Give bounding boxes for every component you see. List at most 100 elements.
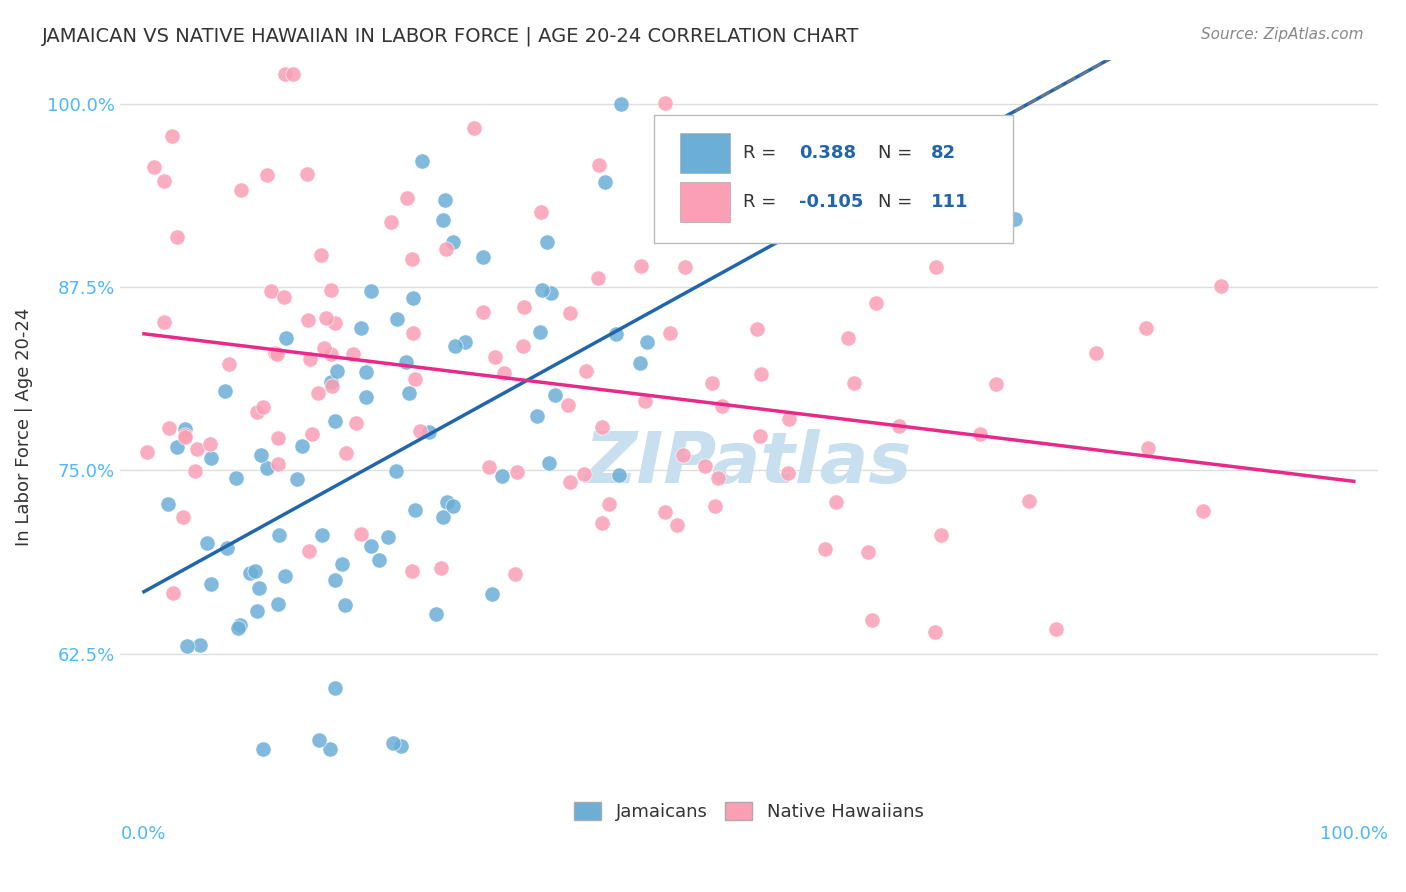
Point xyxy=(778,412,800,426)
Point xyxy=(173,430,195,444)
Point xyxy=(326,364,349,378)
Point xyxy=(311,527,333,541)
Point xyxy=(273,290,295,304)
Point xyxy=(319,284,342,298)
Point xyxy=(610,96,633,111)
Point xyxy=(720,187,742,202)
Point xyxy=(865,296,887,310)
Point xyxy=(654,95,676,110)
FancyBboxPatch shape xyxy=(654,114,1014,243)
Point xyxy=(136,445,159,459)
Point xyxy=(471,251,494,265)
Point xyxy=(323,317,346,331)
Point xyxy=(153,315,176,329)
Point xyxy=(321,379,343,393)
Text: 100.0%: 100.0% xyxy=(1320,825,1388,843)
Text: 0.0%: 0.0% xyxy=(121,825,167,843)
Point xyxy=(588,158,610,172)
Point xyxy=(229,618,252,632)
Point xyxy=(558,306,581,320)
Point xyxy=(350,321,373,335)
Point xyxy=(264,345,287,359)
Text: 111: 111 xyxy=(931,193,969,211)
Point xyxy=(308,733,330,747)
Point xyxy=(633,394,655,409)
Point xyxy=(654,505,676,519)
Point xyxy=(297,313,319,327)
Point xyxy=(531,283,554,297)
Point xyxy=(837,331,859,345)
Point xyxy=(672,448,695,462)
Point xyxy=(342,347,364,361)
Point xyxy=(441,500,464,514)
Point xyxy=(454,335,477,350)
Point xyxy=(166,230,188,244)
Point xyxy=(593,175,616,189)
Point xyxy=(929,527,952,541)
Point xyxy=(444,339,467,353)
FancyBboxPatch shape xyxy=(679,133,730,173)
Point xyxy=(512,339,534,353)
Point xyxy=(526,409,548,423)
Point xyxy=(309,248,332,262)
Point xyxy=(360,539,382,553)
Point xyxy=(307,385,329,400)
Text: ZIPatlas: ZIPatlas xyxy=(585,428,912,498)
Point xyxy=(267,597,290,611)
Point xyxy=(157,496,180,510)
Point xyxy=(142,160,165,174)
Point xyxy=(330,557,353,571)
Point xyxy=(574,467,596,482)
Point xyxy=(536,235,558,249)
Point xyxy=(350,527,373,541)
Text: R =: R = xyxy=(742,193,782,211)
Point xyxy=(217,541,239,556)
Point xyxy=(544,388,567,402)
Point xyxy=(425,607,447,621)
Point xyxy=(665,518,688,533)
Point xyxy=(506,465,529,479)
Point xyxy=(1191,504,1213,518)
Point xyxy=(693,459,716,474)
Point xyxy=(188,639,211,653)
Point xyxy=(274,67,297,81)
Point xyxy=(312,341,335,355)
Text: 82: 82 xyxy=(931,144,956,161)
Point xyxy=(298,544,321,558)
Point xyxy=(166,440,188,454)
Point xyxy=(173,428,195,442)
Point xyxy=(628,356,651,370)
Point xyxy=(323,573,346,587)
Point xyxy=(184,464,207,478)
Point xyxy=(557,398,579,412)
Point xyxy=(434,193,457,207)
Point xyxy=(513,300,536,314)
Point xyxy=(797,170,820,185)
Point xyxy=(385,464,408,478)
Point xyxy=(256,460,278,475)
Point xyxy=(385,311,408,326)
Point xyxy=(214,384,236,398)
Point xyxy=(478,460,501,475)
Point xyxy=(186,442,208,456)
Point xyxy=(404,503,426,517)
Point xyxy=(274,569,297,583)
Text: Source: ZipAtlas.com: Source: ZipAtlas.com xyxy=(1201,27,1364,42)
Point xyxy=(749,429,772,443)
Point xyxy=(538,457,561,471)
Point xyxy=(276,331,298,345)
Point xyxy=(344,416,367,430)
Point xyxy=(710,399,733,413)
Point xyxy=(494,367,516,381)
Point xyxy=(295,167,318,181)
Point xyxy=(749,368,772,382)
Point xyxy=(605,327,627,342)
Point xyxy=(200,450,222,465)
Point xyxy=(814,541,837,556)
Point xyxy=(153,174,176,188)
Point xyxy=(924,260,946,275)
Point xyxy=(575,364,598,378)
Point xyxy=(530,204,553,219)
Point xyxy=(591,419,613,434)
Point xyxy=(200,437,222,451)
